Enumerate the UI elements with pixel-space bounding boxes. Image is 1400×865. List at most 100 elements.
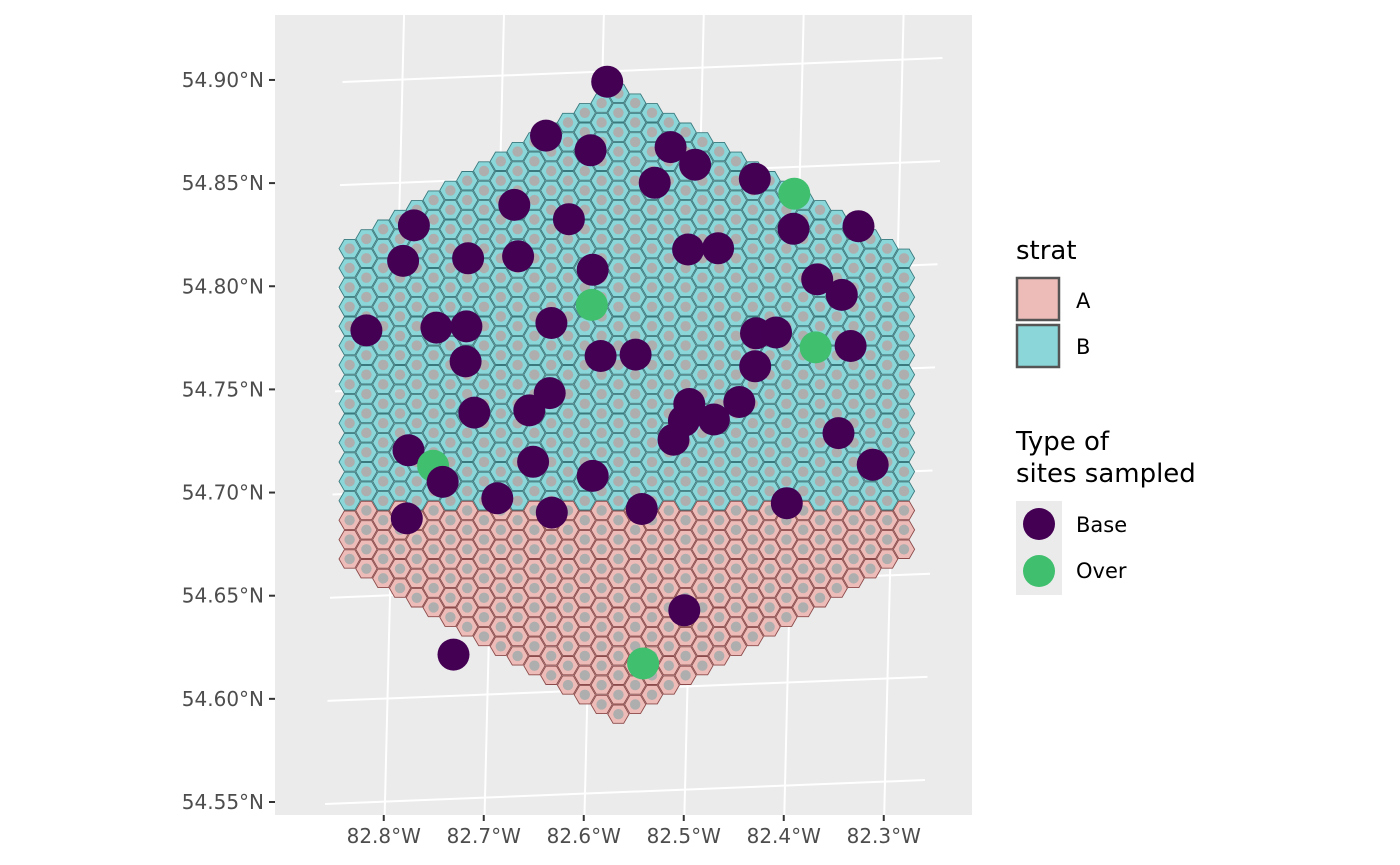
hex-centroid-dot bbox=[663, 194, 674, 206]
hex-centroid-dot bbox=[361, 369, 372, 380]
hex-centroid-dot bbox=[630, 388, 641, 400]
hex-centroid-dot bbox=[428, 505, 439, 516]
legend-label-b: B bbox=[1076, 335, 1090, 359]
hex-centroid-dot bbox=[814, 534, 826, 545]
hex-centroid-dot bbox=[411, 301, 422, 312]
hex-centroid-dot bbox=[831, 485, 842, 497]
hex-centroid-dot bbox=[344, 456, 355, 468]
hex-centroid-dot bbox=[546, 204, 557, 215]
hex-centroid-dot bbox=[663, 291, 674, 303]
hex-centroid-dot bbox=[714, 262, 725, 274]
hex-centroid-dot bbox=[680, 223, 691, 235]
hex-centroid-dot bbox=[512, 553, 523, 565]
hex-centroid-dot bbox=[747, 534, 758, 545]
hex-centroid-dot bbox=[680, 379, 691, 390]
hex-centroid-dot bbox=[848, 534, 859, 545]
hex-centroid-dot bbox=[344, 495, 355, 506]
hex-centroid-dot bbox=[898, 466, 910, 477]
hex-centroid-dot bbox=[546, 359, 557, 371]
hex-centroid-dot bbox=[394, 369, 406, 380]
hex-centroid-dot bbox=[646, 611, 658, 623]
hex-centroid-dot bbox=[882, 514, 893, 526]
hex-centroid-dot bbox=[495, 447, 506, 458]
hex-centroid-dot bbox=[344, 301, 355, 312]
hex-centroid-dot bbox=[428, 524, 439, 536]
y-tick-label: 54.85°N bbox=[182, 171, 264, 195]
site-base-point bbox=[552, 203, 585, 236]
hex-centroid-dot bbox=[848, 495, 859, 506]
hex-centroid-dot bbox=[562, 136, 574, 148]
hex-centroid-dot bbox=[529, 660, 540, 671]
hex-centroid-dot bbox=[697, 447, 708, 458]
hex-centroid-dot bbox=[865, 272, 876, 283]
hex-centroid-dot bbox=[428, 291, 439, 303]
hex-centroid-dot bbox=[764, 466, 775, 477]
hex-centroid-dot bbox=[596, 427, 607, 439]
hex-centroid-dot bbox=[579, 185, 590, 196]
hex-centroid-dot bbox=[865, 350, 876, 361]
hex-centroid-dot bbox=[730, 582, 742, 594]
hex-centroid-dot bbox=[663, 350, 674, 361]
hex-centroid-dot bbox=[378, 340, 389, 351]
hex-centroid-dot bbox=[747, 476, 758, 487]
hex-centroid-dot bbox=[546, 282, 557, 293]
hex-centroid-dot bbox=[680, 359, 691, 371]
hex-centroid-dot bbox=[781, 398, 792, 409]
hex-centroid-dot bbox=[344, 359, 355, 371]
hex-centroid-dot bbox=[831, 524, 842, 536]
hex-centroid-dot bbox=[865, 485, 876, 497]
hex-centroid-dot bbox=[512, 165, 523, 177]
hex-centroid-dot bbox=[814, 398, 826, 409]
hex-centroid-dot bbox=[529, 427, 540, 439]
hex-centroid-dot bbox=[781, 573, 792, 584]
site-base-point bbox=[801, 263, 834, 296]
hex-centroid-dot bbox=[596, 214, 607, 225]
hex-centroid-dot bbox=[579, 534, 590, 545]
hex-centroid-dot bbox=[613, 107, 624, 118]
y-tick-label: 54.60°N bbox=[182, 687, 264, 711]
hex-centroid-dot bbox=[378, 456, 389, 468]
hex-centroid-dot bbox=[562, 524, 574, 536]
hex-centroid-dot bbox=[462, 544, 473, 555]
hex-centroid-dot bbox=[697, 505, 708, 516]
hex-centroid-dot bbox=[663, 117, 674, 128]
hex-centroid-dot bbox=[562, 466, 574, 477]
hex-centroid-dot bbox=[865, 253, 876, 264]
hex-centroid-dot bbox=[613, 708, 624, 720]
hex-centroid-dot bbox=[445, 243, 456, 254]
hex-centroid-dot bbox=[831, 253, 842, 264]
hex-centroid-dot bbox=[630, 214, 641, 225]
hex-centroid-dot bbox=[478, 476, 490, 487]
hex-centroid-dot bbox=[428, 427, 439, 439]
hex-centroid-dot bbox=[764, 194, 775, 206]
hex-centroid-dot bbox=[562, 544, 574, 555]
hex-centroid-dot bbox=[462, 563, 473, 574]
hex-centroid-dot bbox=[478, 185, 490, 196]
hex-centroid-dot bbox=[798, 563, 809, 574]
hex-centroid-dot bbox=[848, 262, 859, 274]
hex-centroid-dot bbox=[495, 291, 506, 303]
hex-centroid-dot bbox=[411, 320, 422, 332]
x-tick-label: 82.7°W bbox=[447, 824, 522, 848]
hex-centroid-dot bbox=[747, 553, 758, 565]
hex-centroid-dot bbox=[512, 340, 523, 351]
hex-centroid-dot bbox=[630, 253, 641, 264]
site-base-point bbox=[777, 212, 810, 245]
hex-centroid-dot bbox=[394, 485, 406, 497]
hex-centroid-dot bbox=[478, 514, 490, 526]
hex-centroid-dot bbox=[814, 437, 826, 448]
hex-centroid-dot bbox=[831, 233, 842, 245]
hex-centroid-dot bbox=[747, 456, 758, 468]
hex-centroid-dot bbox=[764, 408, 775, 419]
hex-centroid-dot bbox=[445, 573, 456, 584]
hex-centroid-dot bbox=[663, 253, 674, 264]
hex-centroid-dot bbox=[613, 631, 624, 642]
hex-centroid-dot bbox=[646, 573, 658, 584]
hex-centroid-dot bbox=[714, 476, 725, 487]
hex-centroid-dot bbox=[411, 417, 422, 429]
hex-centroid-dot bbox=[445, 553, 456, 565]
hex-centroid-dot bbox=[613, 670, 624, 681]
parallel-line bbox=[342, 56, 943, 83]
hex-centroid-dot bbox=[445, 534, 456, 545]
hex-centroid-dot bbox=[613, 573, 624, 584]
